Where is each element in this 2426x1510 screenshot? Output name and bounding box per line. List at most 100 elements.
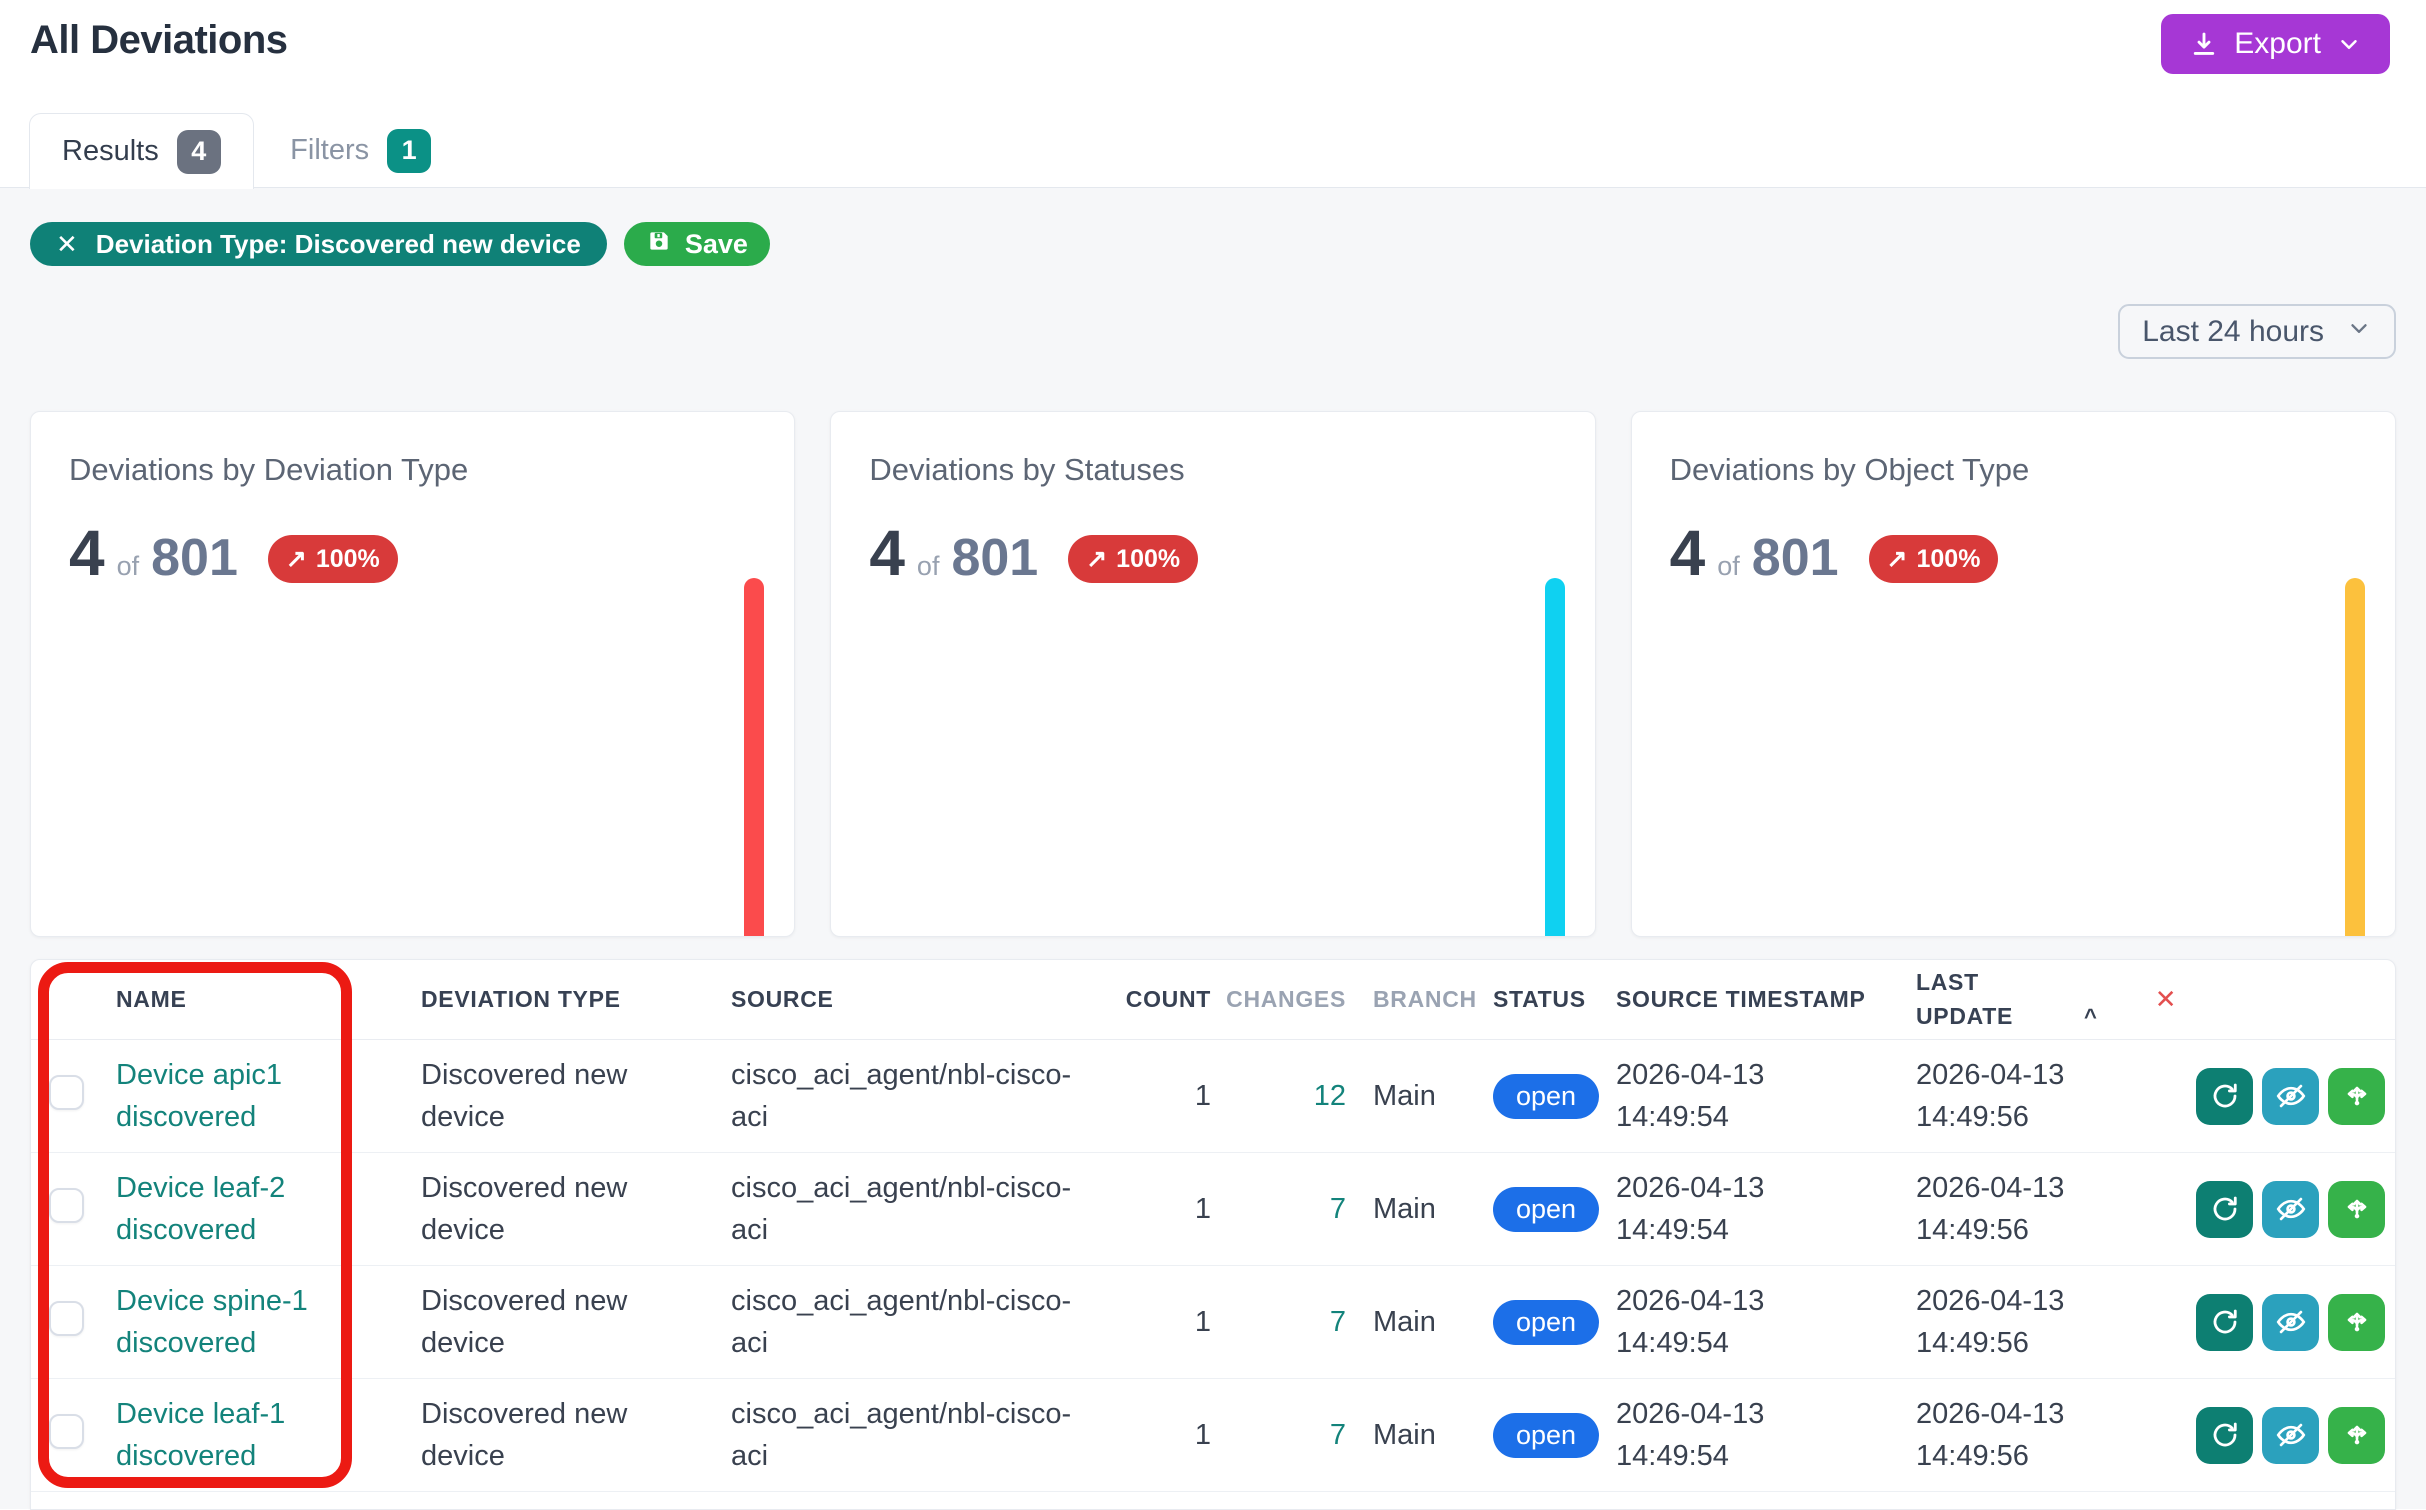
- of-label: of: [916, 551, 940, 581]
- resync-button[interactable]: [2196, 1180, 2253, 1238]
- row-checkbox[interactable]: [49, 1074, 84, 1110]
- trend-up-icon: ↗: [1886, 545, 1908, 573]
- source-cell: cisco_aci_agent/nbl-cisco-aci: [731, 1284, 1072, 1359]
- resync-button[interactable]: [2196, 1067, 2253, 1125]
- header-name[interactable]: NAME: [116, 985, 187, 1012]
- filter-chip-deviation-type[interactable]: ✕ Deviation Type: Discovered new device: [30, 222, 607, 266]
- topbar: All Deviations Export: [0, 0, 2426, 74]
- resync-button[interactable]: [2196, 1406, 2253, 1464]
- row-actions: [2196, 1293, 2395, 1351]
- results-count-badge: 4: [176, 129, 221, 174]
- download-icon: [2189, 29, 2219, 59]
- filtered-count: 4: [1669, 517, 1706, 589]
- card-metric: 4 of 801 ↗ 100%: [1670, 516, 2357, 590]
- card-title: Deviations by Object Type: [1669, 452, 2030, 487]
- header-status[interactable]: STATUS: [1493, 986, 1586, 1012]
- deviation-name-link[interactable]: Device leaf-1 discovered: [116, 1397, 286, 1472]
- source-timestamp-cell: 2026-04-13 14:49:54: [1616, 1054, 1916, 1138]
- header-source[interactable]: SOURCE: [731, 985, 834, 1012]
- tabbar: Results 4 Filters 1: [0, 113, 2426, 189]
- deviation-type-cell: Discovered new device: [421, 1284, 628, 1359]
- resolve-split-button[interactable]: [2328, 1293, 2385, 1351]
- row-actions: [2196, 1067, 2395, 1125]
- table-row: Device spine-1 discovered Discovered new…: [31, 1266, 2395, 1379]
- resolve-split-button[interactable]: [2328, 1067, 2385, 1125]
- time-range-row: Last 24 hours: [30, 304, 2396, 359]
- filtered-count: 4: [69, 517, 105, 589]
- header-last-update[interactable]: LAST UPDATE ^: [1916, 966, 2136, 1033]
- ignore-button[interactable]: [2262, 1180, 2319, 1238]
- resolve-split-button[interactable]: [2328, 1180, 2385, 1238]
- trend-up-icon: ↗: [285, 545, 307, 573]
- save-filter-button[interactable]: Save: [623, 222, 770, 266]
- row-checkbox[interactable]: [49, 1187, 84, 1223]
- count-cell: 1: [1194, 1192, 1211, 1225]
- source-timestamp-cell: 2026-04-13 14:49:54: [1616, 1280, 1916, 1364]
- changes-link[interactable]: 7: [1329, 1192, 1346, 1225]
- active-filters-row: ✕ Deviation Type: Discovered new device …: [30, 222, 2396, 266]
- source-timestamp-value: 2026-04-13 14:49:54: [1616, 1058, 1765, 1133]
- last-update-value: 2026-04-13 14:49:56: [1916, 1058, 2065, 1133]
- clear-sort-icon[interactable]: ✕: [2154, 984, 2178, 1014]
- branch-cell: Main: [1373, 1192, 1436, 1225]
- save-label: Save: [684, 228, 748, 259]
- total-count: 801: [151, 529, 238, 587]
- of-label: of: [116, 551, 140, 581]
- source-cell: cisco_aci_agent/nbl-cisco-aci: [731, 1171, 1072, 1246]
- resync-button[interactable]: [2196, 1293, 2253, 1351]
- changes-link[interactable]: 12: [1313, 1079, 1346, 1112]
- resolve-split-button[interactable]: [2328, 1406, 2385, 1464]
- source-cell: cisco_aci_agent/nbl-cisco-aci: [731, 1397, 1072, 1472]
- chart-bar: [2344, 578, 2365, 936]
- chart-bar: [744, 578, 765, 936]
- header-count[interactable]: COUNT: [1125, 986, 1211, 1012]
- tab-filters[interactable]: Filters 1: [258, 113, 463, 188]
- deviation-name-link[interactable]: Device spine-1 discovered: [116, 1284, 308, 1359]
- total-count: 801: [951, 529, 1039, 587]
- source-timestamp-cell: 2026-04-13 14:49:54: [1616, 1393, 1916, 1477]
- percent-value: 100%: [315, 544, 380, 573]
- export-button[interactable]: Export: [2161, 14, 2390, 74]
- percent-value: 100%: [1116, 544, 1181, 573]
- of-label: of: [1717, 551, 1740, 581]
- table-row: Device leaf-2 discovered Discovered new …: [31, 1153, 2395, 1266]
- deviation-name-link[interactable]: Device leaf-2 discovered: [116, 1171, 286, 1246]
- row-checkbox[interactable]: [49, 1413, 84, 1449]
- status-badge: open: [1493, 1073, 1600, 1119]
- time-range-select[interactable]: Last 24 hours: [2118, 304, 2396, 359]
- last-update-value: 2026-04-13 14:49:56: [1916, 1397, 2065, 1472]
- last-update-cell: 2026-04-13 14:49:56: [1916, 1393, 2136, 1477]
- source-timestamp-value: 2026-04-13 14:49:54: [1616, 1171, 1765, 1246]
- last-update-value: 2026-04-13 14:49:56: [1916, 1171, 2065, 1246]
- percent-badge: ↗ 100%: [267, 535, 398, 583]
- status-badge: open: [1493, 1186, 1600, 1232]
- content-area: ✕ Deviation Type: Discovered new device …: [0, 188, 2426, 1510]
- summary-cards-row: Deviations by Deviation Type 4 of 801 ↗ …: [30, 411, 2396, 937]
- changes-link[interactable]: 7: [1329, 1418, 1346, 1451]
- deviation-name-link[interactable]: Device apic1 discovered: [116, 1058, 283, 1133]
- percent-badge: ↗ 100%: [1068, 535, 1199, 583]
- last-update-label: LAST UPDATE: [1916, 969, 2013, 1029]
- last-update-cell: 2026-04-13 14:49:56: [1916, 1054, 2136, 1138]
- ignore-button[interactable]: [2262, 1067, 2319, 1125]
- header-deviation-type[interactable]: DEVIATION TYPE: [421, 985, 621, 1012]
- tab-results[interactable]: Results 4: [29, 113, 254, 189]
- row-checkbox[interactable]: [49, 1300, 84, 1336]
- trend-up-icon: ↗: [1086, 545, 1108, 573]
- time-range-value: Last 24 hours: [2142, 314, 2324, 348]
- card-deviations-by-deviation-type: Deviations by Deviation Type 4 of 801 ↗ …: [30, 411, 796, 937]
- ignore-button[interactable]: [2262, 1406, 2319, 1464]
- percent-badge: ↗ 100%: [1868, 535, 1999, 583]
- page-title: All Deviations: [30, 18, 288, 62]
- card-deviations-by-statuses: Deviations by Statuses 4 of 801 ↗ 100%: [830, 411, 1596, 937]
- ignore-button[interactable]: [2262, 1293, 2319, 1351]
- table-header-row: NAME DEVIATION TYPE SOURCE COUNT CHANGES…: [31, 960, 2395, 1040]
- remove-filter-icon[interactable]: ✕: [56, 228, 78, 259]
- changes-link[interactable]: 7: [1329, 1305, 1346, 1338]
- card-title: Deviations by Deviation Type: [69, 452, 469, 487]
- total-count: 801: [1751, 529, 1839, 587]
- header-clear: ✕: [2136, 984, 2196, 1015]
- last-update-cell: 2026-04-13 14:49:56: [1916, 1280, 2136, 1364]
- header-source-timestamp[interactable]: SOURCE TIMESTAMP: [1616, 985, 1866, 1012]
- status-badge: open: [1493, 1299, 1600, 1345]
